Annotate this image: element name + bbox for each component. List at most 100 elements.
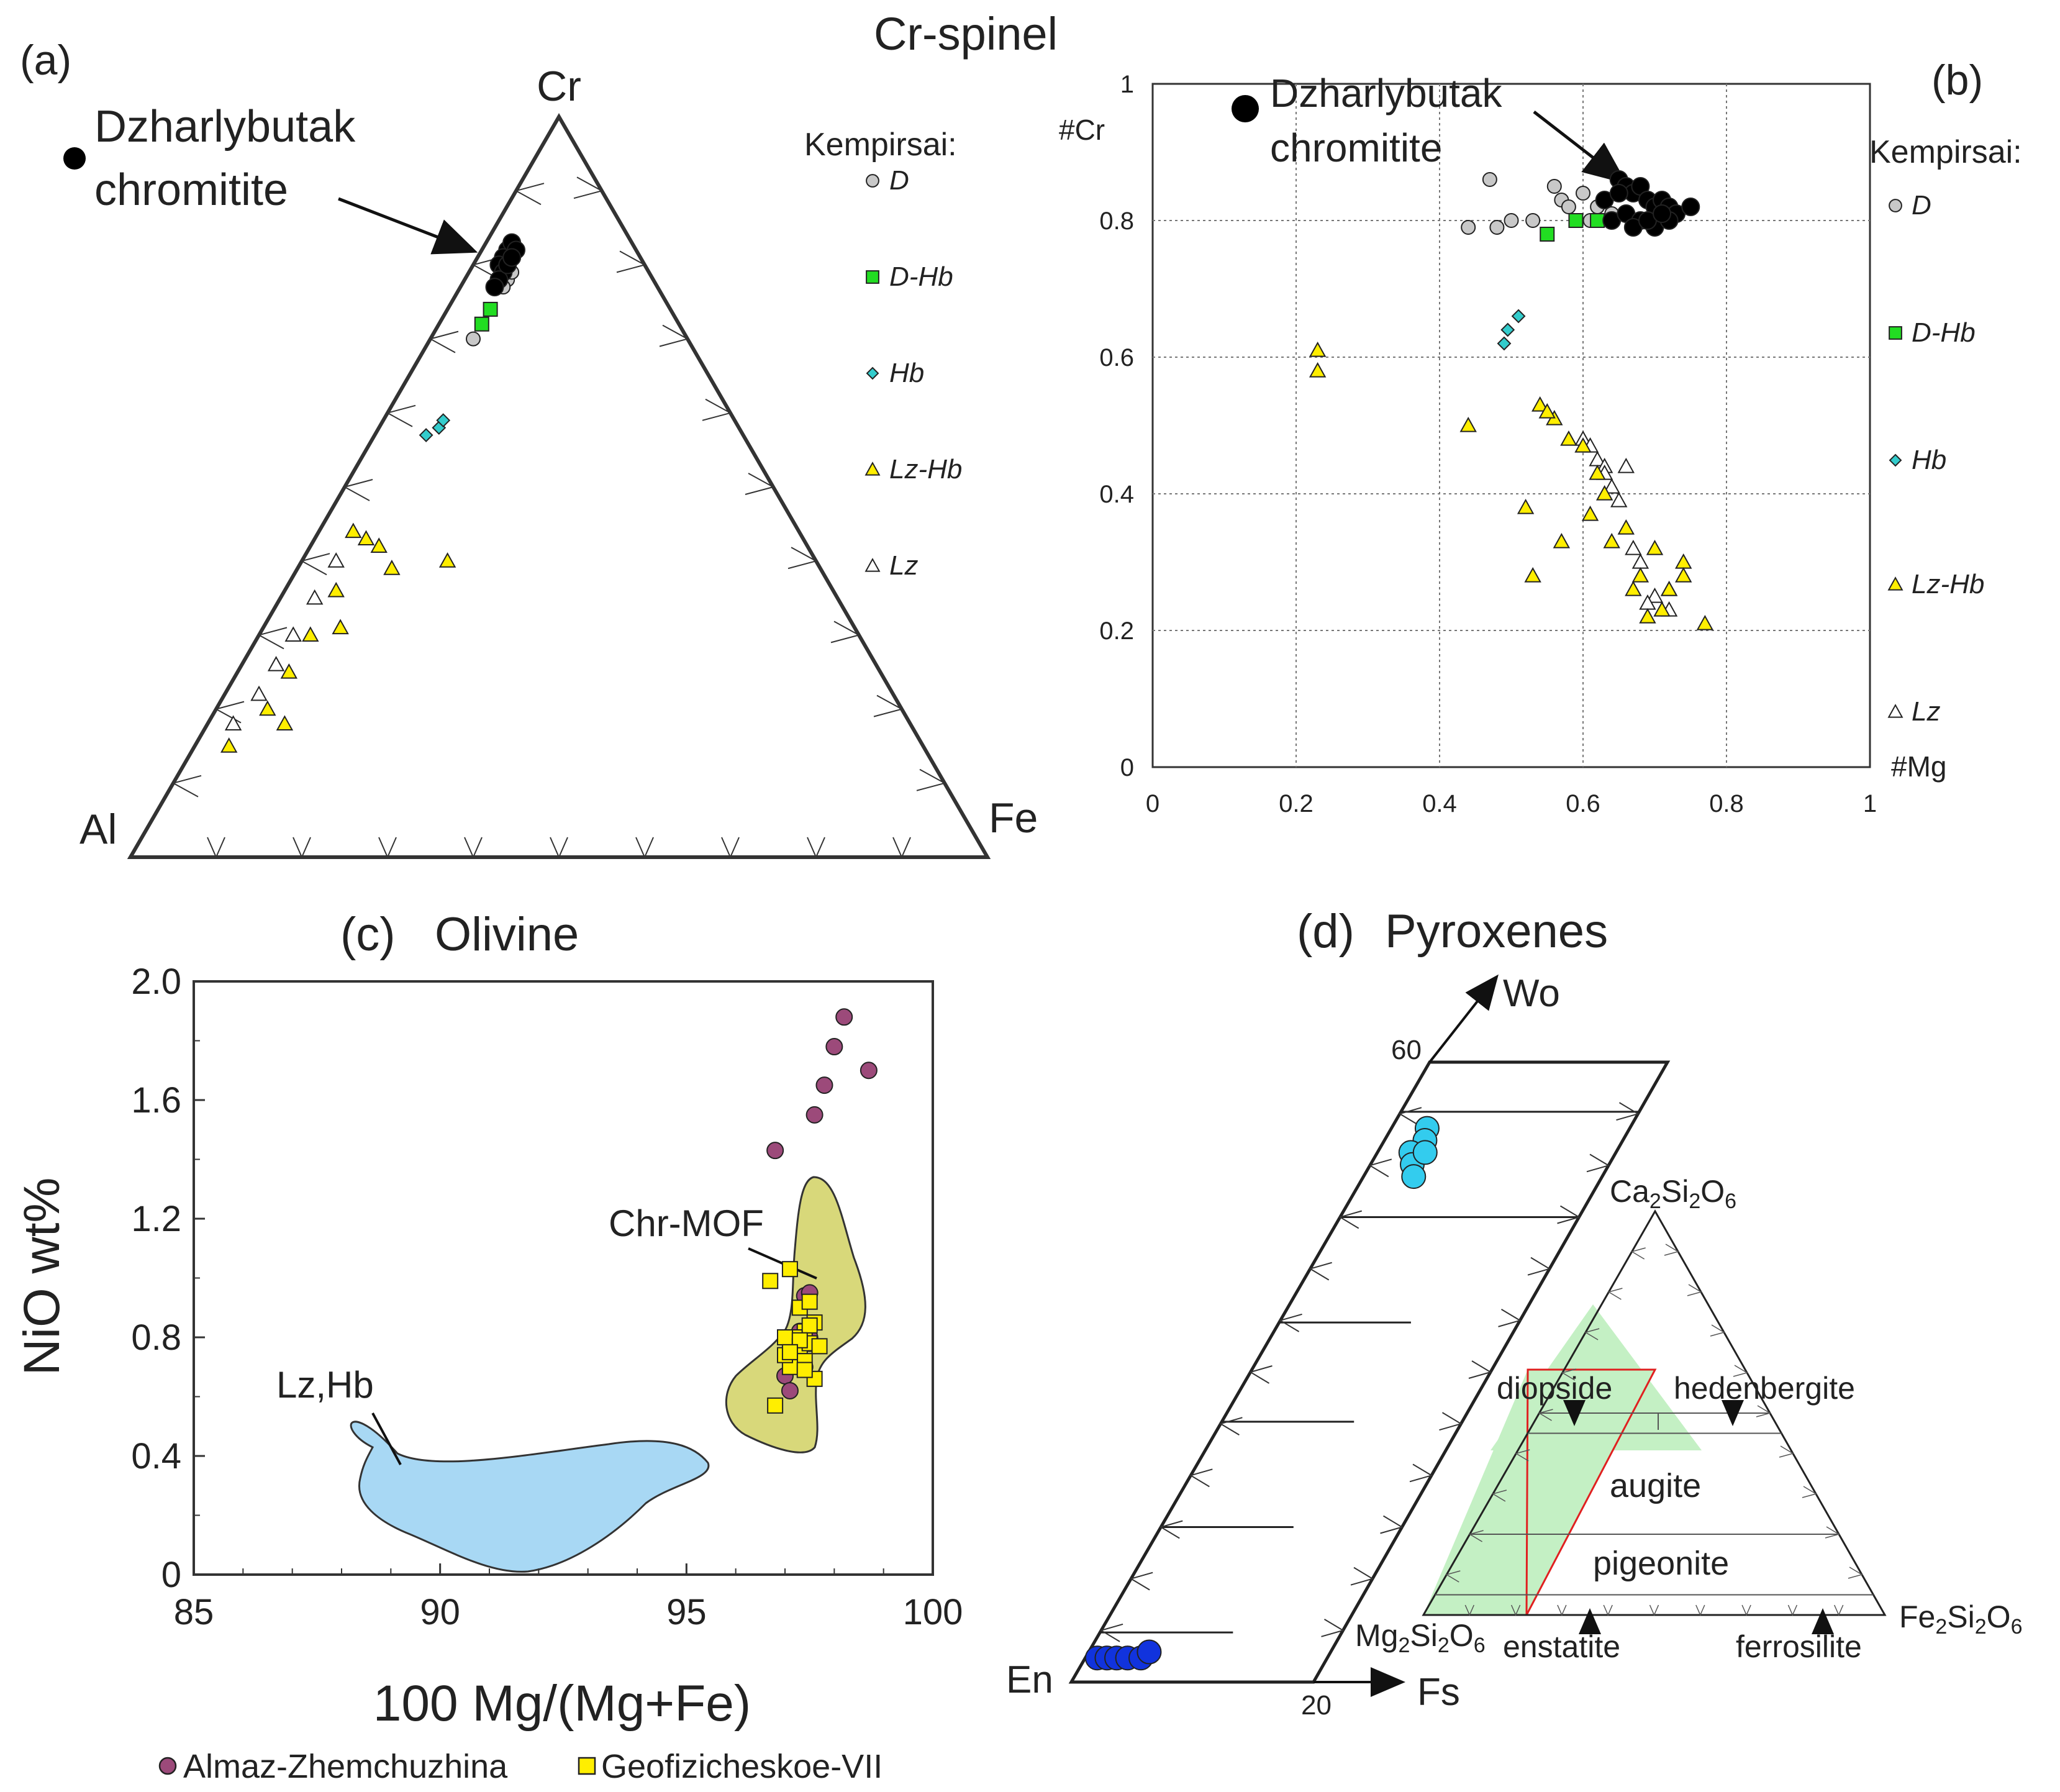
- point-c-geofizicheskoe-vii: [762, 1273, 779, 1289]
- legend-b-marker-lz-hb: [1887, 576, 1903, 591]
- point-a-lz-hb: [259, 700, 276, 716]
- tick-b-y: 0.4: [1099, 481, 1134, 508]
- panel-a-callout-line2: chromitite: [94, 165, 288, 215]
- legend-a-label-lz-hb: Lz-Hb: [889, 454, 962, 484]
- field-lz-hb: [350, 1421, 710, 1573]
- panel-c-points: [762, 1008, 878, 1414]
- panel-a-callout-dot: [63, 147, 86, 170]
- tri-tick-left: [1561, 1368, 1576, 1381]
- point-a-lz: [327, 552, 345, 568]
- quad-tick-left: [1189, 1468, 1213, 1488]
- panel-b-xlabel: #Mg: [1891, 750, 1946, 783]
- panel-a-label: (a): [20, 37, 71, 84]
- panel-c-label: (c): [340, 908, 396, 961]
- field-diopside: diopside: [1497, 1371, 1612, 1406]
- tri-tick-right: [1802, 1486, 1817, 1498]
- tick-bottom: [721, 837, 740, 859]
- diopside-field-band: [1423, 1370, 1655, 1615]
- tri-tick-bottom: [1603, 1604, 1613, 1616]
- point-b-lz: [1646, 587, 1664, 603]
- point-c-almaz-zhemchuzhina: [825, 1038, 843, 1056]
- panel-a-points: [220, 233, 525, 753]
- point-a-d-hb: [474, 316, 489, 332]
- point-c-geofizicheskoe-vii: [796, 1362, 813, 1378]
- legend-b-label-lz: Lz: [1912, 696, 1940, 727]
- panel-a-callout-line1: Dzharlybutak: [94, 102, 356, 152]
- point-c-almaz-zhemchuzhina: [815, 1076, 833, 1094]
- legend-b-label-d: D: [1912, 190, 1931, 221]
- panel-a-ticks: [171, 176, 946, 859]
- point-b-lz-hb: [1617, 519, 1635, 535]
- point-c-geofizicheskoe-vii: [781, 1344, 798, 1360]
- quad-tick-left: [1398, 1107, 1422, 1126]
- wo-axis-arrow: [1428, 974, 1499, 1063]
- quad-tick-right: [1350, 1567, 1374, 1586]
- point-b-lz-hb: [1553, 532, 1571, 548]
- tri-tick-right: [1687, 1284, 1702, 1296]
- tick-right: [659, 324, 689, 347]
- comp-ca-label: Ca2Si2O6: [1610, 1174, 1736, 1213]
- point-b-dzharlybutak-chromitite: [1681, 198, 1700, 216]
- point-b-lz-hb: [1631, 566, 1649, 583]
- tri-tick-left: [1492, 1490, 1507, 1502]
- wo-tick-60: 60: [1391, 1035, 1422, 1065]
- point-a-lz-hb: [327, 581, 345, 598]
- point-b-d: [1546, 179, 1562, 194]
- tri-tick-bottom: [1695, 1604, 1705, 1616]
- fs-axis-label: Fs: [1417, 1671, 1460, 1714]
- quad-tick-right: [1527, 1257, 1551, 1276]
- tick-c-y: 0.4: [131, 1436, 181, 1476]
- legend-b-marker-hb: [1889, 453, 1902, 467]
- tick-c-x: 85: [174, 1592, 214, 1632]
- tri-tick-bottom: [1464, 1604, 1474, 1616]
- point-b-lz-hb: [1459, 416, 1477, 432]
- tri-tick-bottom: [1557, 1604, 1567, 1616]
- panel-b-grid: [1153, 84, 1870, 767]
- panel-c-olivine: (c) Olivine 85 90 95 100 0 0.4 0.8 1.2 1.6 2.0 10…: [14, 908, 963, 1785]
- fs-tick-20: 20: [1301, 1690, 1332, 1721]
- point-c-geofizicheskoe-vii: [791, 1332, 808, 1349]
- point-b-lz: [1625, 539, 1642, 555]
- tick-b-y: 1: [1120, 71, 1134, 98]
- legend-b-marker-d: [1889, 199, 1902, 212]
- point-d-clinopyroxene: [1401, 1164, 1427, 1189]
- tick-c-x: 90: [420, 1592, 460, 1632]
- legend-a-label-hb: Hb: [889, 358, 924, 388]
- legend-b-label-hb: Hb: [1912, 445, 1946, 475]
- legend-almaz-marker: [158, 1757, 177, 1775]
- tri-tick-left: [1515, 1449, 1530, 1462]
- quadrilateral-gridlines: [1100, 1111, 1640, 1634]
- point-c-almaz-zhemchuzhina: [860, 1062, 878, 1080]
- panel-c-ylabel: NiO wt%: [14, 1178, 70, 1376]
- legend-a-label-d: D: [889, 165, 909, 196]
- tick-b-x: 0.2: [1279, 790, 1314, 817]
- tri-tick-bottom: [1834, 1604, 1844, 1616]
- tri-tick-right: [1710, 1324, 1725, 1337]
- point-c-almaz-zhemchuzhina: [766, 1142, 784, 1160]
- panel-a-triangle: [127, 113, 991, 859]
- tick-bottom: [293, 837, 311, 859]
- tick-c-y: 2.0: [131, 962, 181, 1002]
- quad-tick-right: [1616, 1102, 1640, 1121]
- point-b-lz-hb: [1639, 607, 1656, 624]
- point-b-lz: [1610, 491, 1628, 507]
- point-a-lz-hb: [332, 619, 349, 635]
- tick-c-x: 100: [903, 1592, 963, 1632]
- panel-a-legend: D D-Hb Hb Lz-Hb Lz: [864, 165, 962, 581]
- legend-a-marker-d-hb: [866, 270, 879, 284]
- tick-b-y: 0: [1120, 754, 1134, 781]
- quad-tick-left: [1129, 1571, 1153, 1591]
- point-b-d: [1482, 172, 1497, 187]
- point-b-d-hb: [1540, 227, 1555, 242]
- point-a-lz: [267, 656, 285, 671]
- panel-a-ternary: (a) Cr Al Fe Dzharlybutak chromitite Kem…: [20, 37, 1038, 859]
- tick-c-y: 0: [161, 1555, 181, 1595]
- panel-b-points: [1309, 170, 1714, 630]
- tick-right: [616, 250, 647, 273]
- tri-tick-right: [1848, 1567, 1863, 1579]
- tick-left: [514, 183, 545, 206]
- point-b-d-hb: [1568, 213, 1584, 228]
- point-b-lz-hb: [1574, 437, 1592, 453]
- point-b-dzharlybutak-chromitite: [1609, 184, 1628, 202]
- quad-tick-left: [1099, 1623, 1123, 1642]
